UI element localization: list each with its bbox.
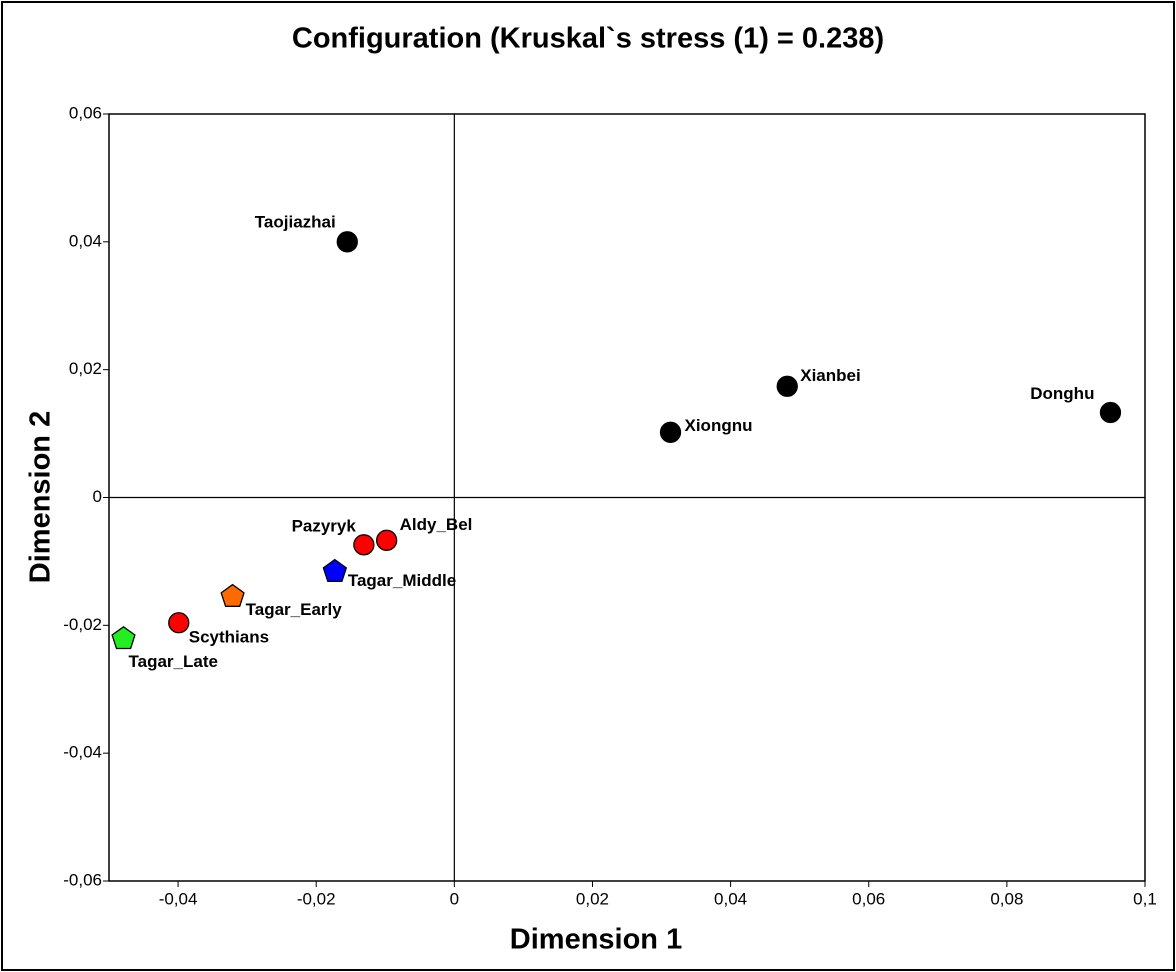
x-tick-label: 0	[450, 889, 459, 908]
point-label: Tagar_Late	[129, 652, 218, 671]
point-label: Xiongnu	[685, 416, 753, 435]
point	[168, 612, 190, 634]
point-label: Aldy_Bel	[400, 515, 473, 534]
point	[776, 375, 798, 397]
y-tick-label: 0	[93, 487, 102, 506]
point-label: Donghu	[1030, 384, 1094, 403]
y-tick-label: 0,02	[69, 359, 102, 378]
x-tick-label: 0,02	[576, 889, 609, 908]
x-tick-label: 0,08	[990, 889, 1023, 908]
chart-title: Configuration (Kruskal`s stress (1) = 0.…	[292, 23, 884, 55]
point-label: Scythians	[189, 627, 269, 646]
point-label: Pazyryk	[292, 516, 357, 535]
point	[111, 625, 136, 650]
point	[353, 534, 375, 556]
x-tick-label: 0,04	[714, 889, 747, 908]
point-label: Taojiazhai	[255, 212, 336, 231]
point	[336, 231, 358, 253]
point	[220, 583, 245, 607]
point-label: Tagar_Early	[246, 600, 343, 619]
point-label: Tagar_Middle	[348, 571, 456, 590]
x-tick-label: 0,1	[1133, 889, 1157, 908]
y-tick-label: 0,04	[69, 231, 102, 250]
y-axis-label: Dimension 2	[25, 411, 57, 583]
point	[322, 558, 348, 583]
point	[659, 421, 682, 443]
y-tick-label: -0,02	[63, 615, 102, 634]
y-tick-label: -0,04	[63, 743, 102, 762]
y-tick-label: 0,06	[69, 103, 102, 122]
point-label: Xianbei	[800, 366, 860, 385]
point	[375, 529, 398, 551]
x-tick-label: -0,04	[159, 889, 198, 908]
x-tick-label: 0,06	[852, 889, 885, 908]
y-tick-label: -0,06	[63, 870, 102, 889]
x-axis-label: Dimension 1	[510, 924, 682, 956]
x-tick-label: -0,02	[297, 889, 336, 908]
point	[1099, 401, 1122, 424]
